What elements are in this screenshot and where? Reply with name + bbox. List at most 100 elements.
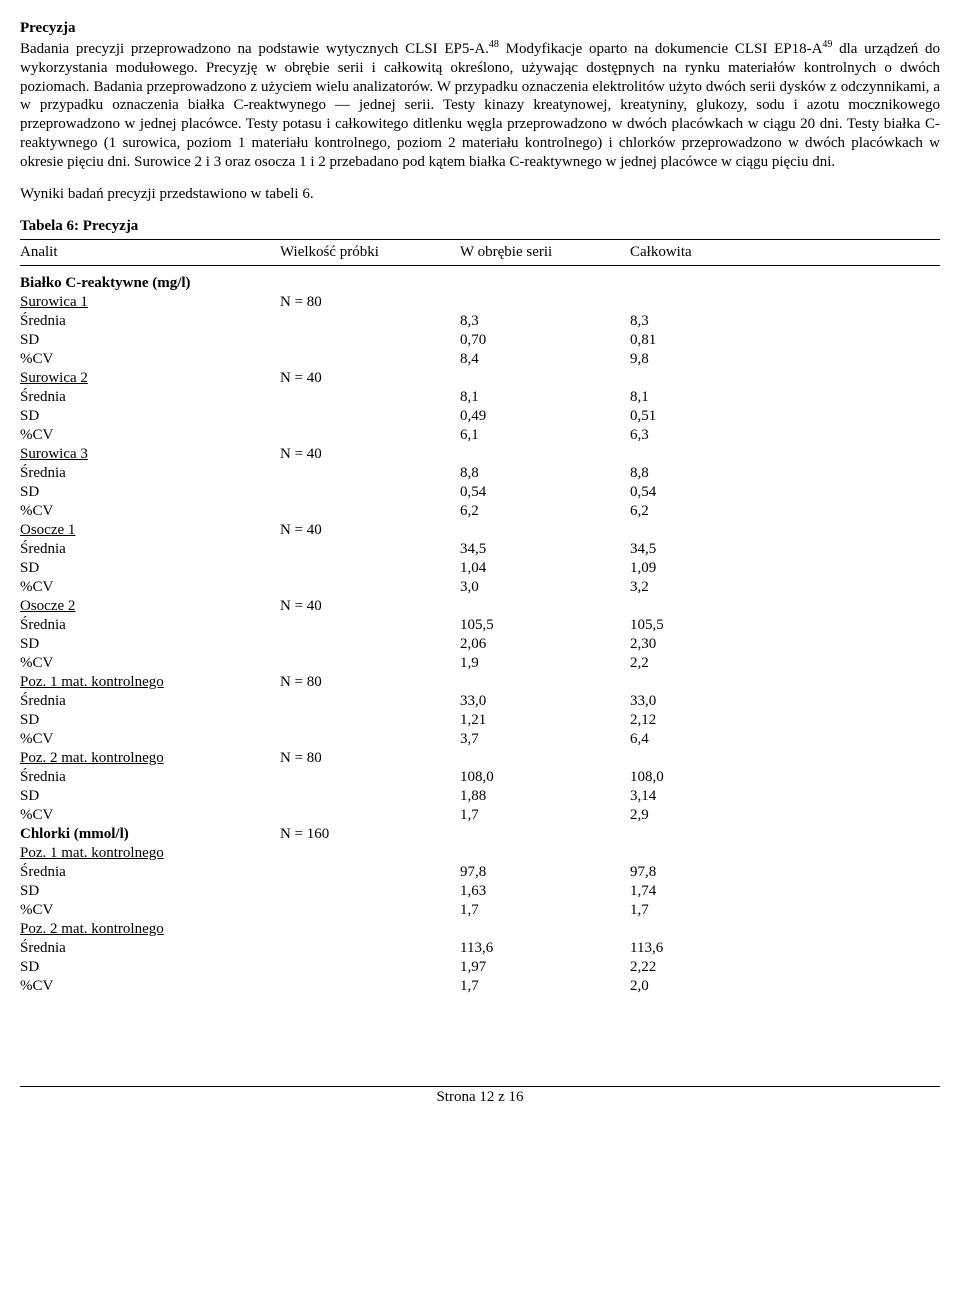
stat-value: 0,49 — [460, 407, 630, 426]
stat-mean-label: Średnia — [20, 863, 280, 882]
stat-value: 8,8 — [460, 464, 630, 483]
stat-row: Średnia 97,897,8 — [20, 863, 940, 882]
stat-value: 1,88 — [460, 787, 630, 806]
stat-cv-label: %CV — [20, 350, 280, 369]
stat-mean-label: Średnia — [20, 312, 280, 331]
stat-value: 1,7 — [460, 806, 630, 825]
sample-name: Osocze 2 — [20, 597, 280, 616]
stat-cv-label: %CV — [20, 426, 280, 445]
stat-value: 3,14 — [630, 787, 940, 806]
stat-row: %CV3,76,4 — [20, 730, 940, 749]
sample-name: Osocze 1 — [20, 521, 280, 540]
para-text-1: Badania precyzji przeprowadzono na podst… — [20, 41, 489, 57]
stat-value: 97,8 — [460, 863, 630, 882]
stat-row: SD1,631,74 — [20, 882, 940, 901]
stat-row: %CV1,92,2 — [20, 654, 940, 673]
stat-row: Średnia105,5105,5 — [20, 616, 940, 635]
stat-row: SD0,490,51 — [20, 407, 940, 426]
stat-row: %CV 1,71,7 — [20, 901, 940, 920]
stat-row: SD 1,972,22 — [20, 958, 940, 977]
stat-value: 1,7 — [460, 901, 630, 920]
stat-value: 6,1 — [460, 426, 630, 445]
header-within: W obrębie serii — [460, 240, 630, 266]
stat-value: 108,0 — [460, 768, 630, 787]
header-sample: Wielkość próbki — [280, 240, 460, 266]
stat-row: %CV8,49,8 — [20, 350, 940, 369]
stat-value: 97,8 — [630, 863, 940, 882]
stat-value: 8,3 — [460, 312, 630, 331]
sample-n: N = 40 — [280, 445, 460, 464]
header-analit: Analit — [20, 240, 280, 266]
stat-row: Średnia8,88,8 — [20, 464, 940, 483]
superscript-49: 49 — [822, 39, 832, 50]
stat-mean-label: Średnia — [20, 388, 280, 407]
stat-mean-label: Średnia — [20, 939, 280, 958]
stat-row: Średnia33,033,0 — [20, 692, 940, 711]
stat-row: Średnia108,0108,0 — [20, 768, 940, 787]
stat-value: 6,2 — [460, 502, 630, 521]
sample-row: Surowica 2N = 40 — [20, 369, 940, 388]
intro-paragraph: Badania precyzji przeprowadzono na podst… — [20, 39, 940, 171]
sample-n: N = 40 — [280, 521, 460, 540]
stat-sd-label: SD — [20, 331, 280, 350]
results-line: Wyniki badań precyzji przedstawiono w ta… — [20, 185, 940, 204]
stat-row: SD1,041,09 — [20, 559, 940, 578]
stat-sd-label: SD — [20, 958, 280, 977]
stat-value: 1,7 — [460, 977, 630, 996]
stat-sd-label: SD — [20, 711, 280, 730]
stat-value: 0,51 — [630, 407, 940, 426]
sample-row: Poz. 2 mat. kontrolnego — [20, 920, 940, 939]
stat-value: 1,7 — [630, 901, 940, 920]
stat-row: SD0,700,81 — [20, 331, 940, 350]
sample-name: Surowica 2 — [20, 369, 280, 388]
stat-value: 3,2 — [630, 578, 940, 597]
para-text-2: Modyfikacje oparto na dokumencie CLSI EP… — [499, 41, 823, 57]
stat-value: 2,2 — [630, 654, 940, 673]
stat-value: 2,06 — [460, 635, 630, 654]
stat-mean-label: Średnia — [20, 464, 280, 483]
stat-value: 3,0 — [460, 578, 630, 597]
stat-row: %CV1,72,9 — [20, 806, 940, 825]
stat-value: 34,5 — [630, 540, 940, 559]
stat-value: 6,2 — [630, 502, 940, 521]
stat-sd-label: SD — [20, 559, 280, 578]
stat-value: 113,6 — [460, 939, 630, 958]
stat-value: 1,74 — [630, 882, 940, 901]
sample-row: Surowica 3N = 40 — [20, 445, 940, 464]
stat-value: 1,97 — [460, 958, 630, 977]
stat-cv-label: %CV — [20, 578, 280, 597]
stat-value: 0,54 — [630, 483, 940, 502]
stat-row: Średnia34,534,5 — [20, 540, 940, 559]
stat-value: 1,9 — [460, 654, 630, 673]
sample-name: Surowica 3 — [20, 445, 280, 464]
sample-row: Osocze 1N = 40 — [20, 521, 940, 540]
group-chlorki: Chlorki (mmol/l) N = 160 — [20, 825, 940, 844]
stat-value: 2,22 — [630, 958, 940, 977]
superscript-48: 48 — [489, 39, 499, 50]
stat-value: 1,63 — [460, 882, 630, 901]
table-header-row: Analit Wielkość próbki W obrębie serii C… — [20, 240, 940, 266]
stat-row: SD2,062,30 — [20, 635, 940, 654]
stat-row: SD1,883,14 — [20, 787, 940, 806]
stat-value: 8,1 — [460, 388, 630, 407]
stat-value: 105,5 — [630, 616, 940, 635]
stat-value: 0,81 — [630, 331, 940, 350]
stat-cv-label: %CV — [20, 901, 280, 920]
stat-value: 105,5 — [460, 616, 630, 635]
stat-value: 1,09 — [630, 559, 940, 578]
stat-value: 9,8 — [630, 350, 940, 369]
stat-cv-label: %CV — [20, 502, 280, 521]
stat-value: 2,12 — [630, 711, 940, 730]
stat-row: %CV 6,26,2 — [20, 502, 940, 521]
sample-name: Surowica 1 — [20, 293, 280, 312]
stat-value: 33,0 — [630, 692, 940, 711]
stat-value: 113,6 — [630, 939, 940, 958]
stat-row: Średnia 113,6113,6 — [20, 939, 940, 958]
group-chlorki-label: Chlorki (mmol/l) — [20, 825, 280, 844]
stat-row: %CV6,16,3 — [20, 426, 940, 445]
group-crp-label: Białko C-reaktywne (mg/l) — [20, 274, 940, 293]
stat-value: 1,21 — [460, 711, 630, 730]
stat-value: 2,0 — [630, 977, 940, 996]
sample-name: Poz. 1 mat. kontrolnego — [20, 844, 280, 863]
stat-row: %CV 3,03,2 — [20, 578, 940, 597]
